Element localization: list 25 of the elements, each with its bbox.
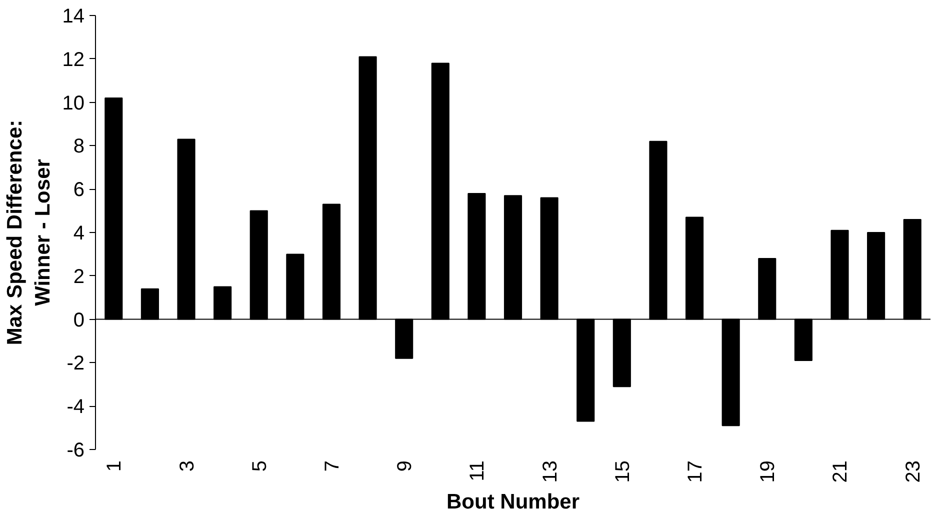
- x-tick-label: 19: [757, 460, 780, 483]
- x-tick-label: 7: [321, 460, 344, 472]
- x-axis-title: Bout Number: [446, 490, 580, 514]
- y-tick-label: 10: [62, 92, 85, 114]
- x-tick-label: 17: [684, 460, 707, 483]
- y-tick-label: 8: [73, 136, 84, 158]
- y-tick-label: 0: [73, 309, 84, 332]
- x-tick-label: 1: [104, 460, 126, 472]
- y-tick-label: -2: [66, 352, 85, 375]
- y-tick-label: 2: [73, 266, 84, 288]
- x-tick-label: 5: [248, 460, 271, 472]
- y-tick-label: -6: [66, 440, 85, 462]
- y-tick-label: 6: [73, 179, 84, 202]
- y-tick-label: -4: [66, 396, 85, 418]
- x-tick-label: 3: [176, 460, 198, 472]
- x-tick-label: 23: [902, 460, 924, 483]
- y-tick-label: 4: [73, 222, 84, 244]
- x-tick-label: 11: [466, 460, 489, 482]
- x-tick-label: 9: [394, 460, 416, 472]
- y-tick-label: 14: [62, 6, 85, 28]
- x-tick-label: 13: [539, 460, 562, 483]
- y-axis-title: Max Speed Difference: Winner - Loser: [4, 120, 54, 346]
- y-tick-label: 12: [62, 48, 85, 71]
- x-tick-label: 21: [830, 460, 852, 483]
- x-tick-label: 15: [612, 460, 634, 483]
